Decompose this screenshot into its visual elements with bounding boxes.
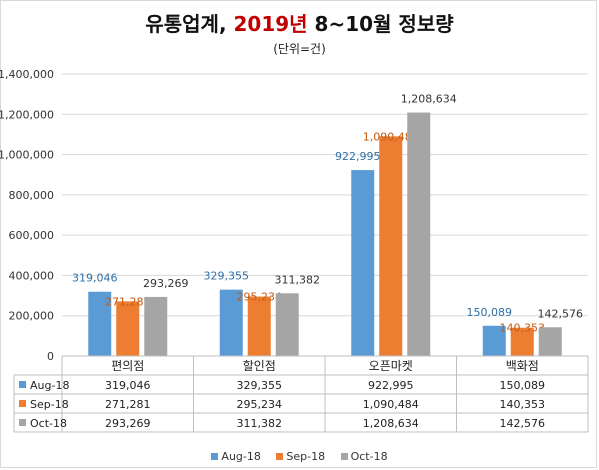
bar-aug (351, 170, 375, 356)
table-cell: 319,046 (105, 379, 151, 392)
table-cell: 142,576 (500, 417, 546, 430)
table-cell: 271,281 (105, 398, 151, 411)
title-rest: 8~10월 정보량 (307, 12, 454, 36)
table-cell: 1,090,484 (363, 398, 419, 411)
table-series-name: Sep-18 (30, 398, 69, 411)
data-label-sep: 1,090,484 (363, 130, 419, 143)
legend: Aug-18 Sep-18 Oct-18 (0, 450, 599, 463)
table-cell: 295,234 (237, 398, 283, 411)
bar-sep (116, 301, 140, 356)
bar-aug (88, 291, 112, 356)
bar-sep (510, 327, 534, 356)
y-tick-label: 1,200,000 (0, 108, 54, 121)
legend-label-oct: Oct-18 (350, 450, 388, 463)
data-label-sep: 271,281 (105, 295, 151, 308)
category-label: 할인점 (243, 359, 276, 373)
bar-oct (144, 296, 168, 356)
bar-oct (538, 327, 562, 356)
data-label-sep: 140,353 (500, 322, 546, 335)
table-cell: 140,353 (500, 398, 546, 411)
table-cell: 329,355 (237, 379, 283, 392)
category-label: 오픈마켓 (369, 359, 413, 373)
bar-oct (275, 293, 299, 356)
data-label-oct: 311,382 (275, 273, 321, 286)
table-legend-key-oct (19, 419, 26, 426)
y-tick-label: 200,000 (9, 310, 55, 323)
chart-subtitle: (단위=건) (273, 42, 326, 56)
legend-swatch-sep (276, 453, 284, 460)
data-label-oct: 1,208,634 (401, 93, 457, 106)
title-main: 유통업계, (145, 12, 234, 36)
table-cell: 293,269 (105, 417, 151, 430)
legend-swatch-oct (340, 453, 348, 460)
legend-label-sep: Sep-18 (286, 450, 326, 463)
table-cell: 311,382 (237, 417, 283, 430)
bar-aug (482, 325, 506, 356)
y-tick-label: 800,000 (9, 189, 55, 202)
chart-title: 유통업계, 2019년 8~10월 정보량 (0, 8, 599, 37)
data-label-oct: 293,269 (143, 277, 189, 290)
legend-item-oct: Oct-18 (340, 450, 388, 463)
table-cell: 922,995 (368, 379, 414, 392)
y-tick-label: 400,000 (9, 269, 55, 282)
legend-label-aug: Aug-18 (221, 450, 261, 463)
category-label: 백화점 (506, 359, 539, 373)
y-tick-label: 0 (47, 350, 54, 363)
y-tick-label: 600,000 (9, 229, 55, 242)
table-legend-key-aug (19, 381, 26, 388)
data-label-aug: 329,355 (204, 270, 250, 283)
title-highlight: 2019년 (233, 12, 308, 36)
data-label-aug: 150,089 (467, 306, 513, 319)
y-tick-label: 1,400,000 (0, 68, 54, 81)
table-cell: 1,208,634 (363, 417, 419, 430)
table-legend-key-sep (19, 400, 26, 407)
bar-sep (379, 136, 403, 356)
table-series-name: Oct-18 (30, 417, 67, 430)
bar-aug (219, 289, 243, 356)
y-tick-label: 1,000,000 (0, 149, 54, 162)
data-label-aug: 319,046 (72, 272, 118, 285)
data-label-oct: 142,576 (538, 307, 584, 320)
legend-item-sep: Sep-18 (276, 450, 325, 463)
bar-oct (407, 112, 431, 357)
bar-sep (247, 296, 271, 356)
legend-item-aug: Aug-18 (211, 450, 261, 463)
table-series-name: Aug-18 (30, 379, 69, 392)
table-cell: 150,089 (500, 379, 546, 392)
data-label-aug: 922,995 (335, 150, 381, 163)
category-label: 편의점 (111, 359, 144, 373)
data-label-sep: 295,234 (237, 291, 283, 304)
legend-swatch-aug (211, 453, 219, 460)
